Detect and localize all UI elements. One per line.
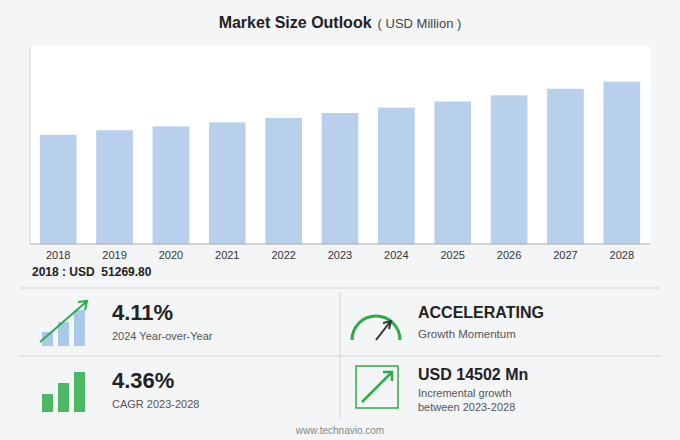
icon-part [383, 372, 392, 381]
annotation: 2018 : USD 51269.80 [32, 265, 152, 279]
x-tick-label: 2022 [271, 249, 295, 261]
bar [265, 118, 302, 244]
x-axis-line [30, 244, 650, 245]
bar [96, 130, 133, 244]
x-tick-label: 2025 [440, 249, 464, 261]
icon-part [383, 321, 391, 329]
icon-arrow-box [356, 366, 398, 408]
stat-value: ACCELERATING [418, 304, 544, 321]
y-axis-line [30, 46, 31, 244]
bar [40, 135, 77, 244]
icon-part [74, 372, 85, 412]
divider [20, 288, 660, 289]
bar [322, 113, 359, 244]
icon-part [352, 316, 400, 340]
icon-part [74, 310, 85, 346]
x-tick-label: 2021 [215, 249, 239, 261]
stat-value: USD 14502 Mn [418, 366, 528, 383]
bar [547, 89, 584, 244]
icon-part [58, 383, 69, 412]
title: Market Size Outlook [219, 14, 372, 31]
icon-bars [42, 372, 85, 412]
icon-gauge [352, 316, 400, 340]
plot-background [30, 46, 650, 244]
chart-root: Market Size Outlook ( USD Million ) 2018 20… [0, 0, 680, 440]
stat-label: CAGR 2023-2028 [112, 398, 199, 410]
stat-value: 4.36% [112, 368, 174, 393]
icon-part [356, 366, 398, 408]
icon-part [376, 322, 390, 340]
bars [40, 82, 640, 244]
icon-part [78, 301, 87, 310]
bar [491, 95, 528, 244]
bar [434, 102, 471, 244]
subtitle: ( USD Million ) [378, 16, 462, 31]
stat-label: Growth Momentum [418, 328, 516, 340]
x-tick-label: 2023 [328, 249, 352, 261]
background [0, 0, 680, 440]
x-tick-label: 2027 [553, 249, 577, 261]
footer: www.technavio.com [295, 425, 384, 436]
icon-part [362, 372, 392, 402]
x-tick-label: 2028 [610, 249, 634, 261]
x-tick-label: 2018 [46, 249, 70, 261]
icon-part [42, 394, 53, 412]
stat-label: between 2023-2028 [418, 401, 515, 413]
x-tick-label: 2026 [497, 249, 521, 261]
x-tick-label: 2020 [159, 249, 183, 261]
stat-value: 4.11% [112, 300, 173, 325]
bar [153, 126, 190, 244]
divider [340, 292, 341, 418]
stat-label: 2024 Year-over-Year [112, 330, 213, 342]
bar [604, 82, 641, 244]
bar [209, 122, 246, 244]
x-tick-label: 2019 [102, 249, 126, 261]
icon-growth-bars [40, 301, 87, 346]
icon-part [40, 302, 86, 342]
x-tick-label: 2024 [384, 249, 408, 261]
bar [378, 108, 415, 244]
title-group: Market Size Outlook ( USD Million ) [219, 14, 462, 31]
stat-label: Incremental growth [418, 387, 512, 399]
